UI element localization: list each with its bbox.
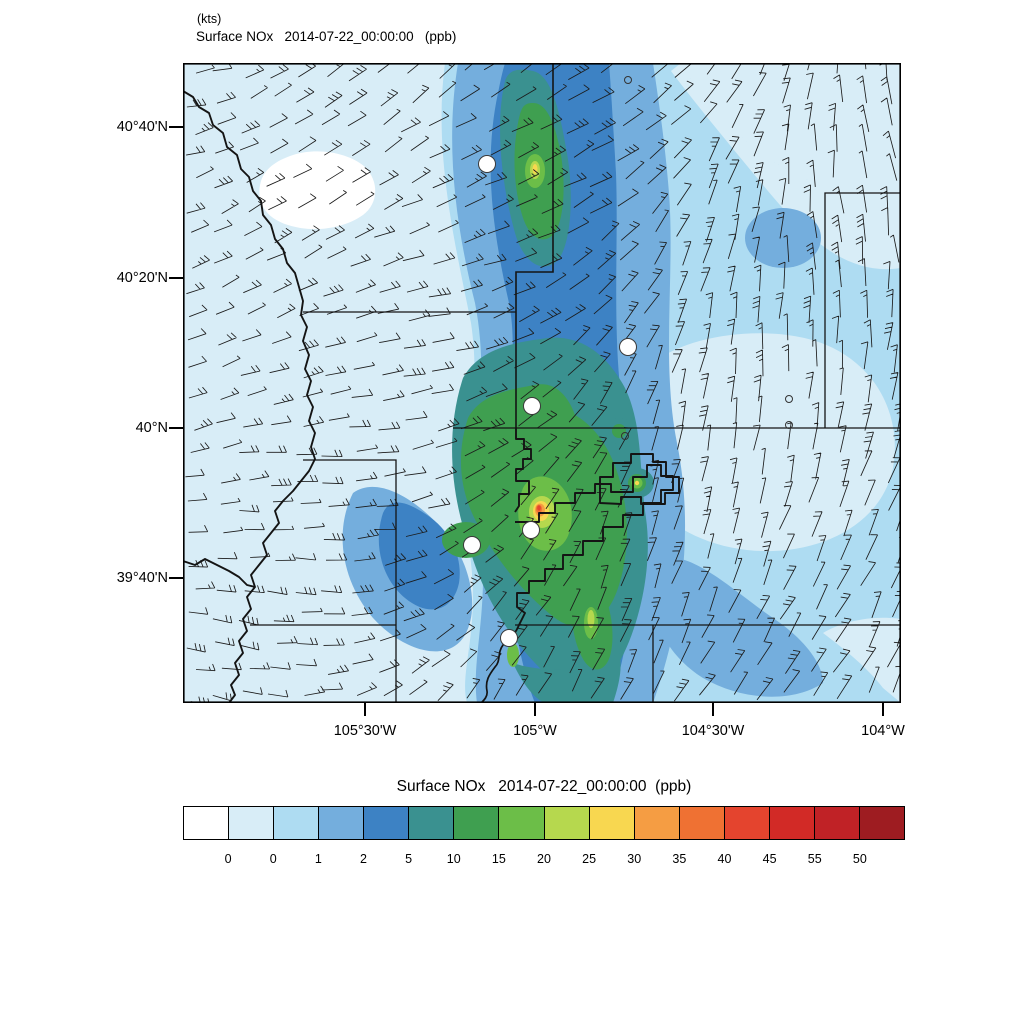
contour-green-east-spot2 <box>612 424 626 438</box>
county-line-western-wiggle <box>183 90 316 703</box>
x-axis-tick <box>882 703 884 716</box>
y-axis-tick <box>169 577 183 579</box>
station-marker <box>500 629 518 647</box>
colorbar-cell <box>184 807 229 839</box>
station-marker <box>463 536 481 554</box>
colorbar-tick-label: 55 <box>807 852 822 866</box>
plot-title: Surface NOx 2014-07-22_00:00:00 (ppb) <box>196 29 457 44</box>
hotspot-level12 <box>537 505 541 511</box>
x-axis-tick <box>712 703 714 716</box>
colorbar-tick-label: 5 <box>405 852 413 866</box>
contour-fill-layer <box>183 63 901 703</box>
colorbar-cell <box>363 807 409 839</box>
y-axis-tick <box>169 126 183 128</box>
colorbar-tick-label: 40 <box>717 852 732 866</box>
colorbar-tick-label: 1 <box>314 852 322 866</box>
wind-units-label: (kts) <box>197 12 222 26</box>
contour-pale-east <box>626 333 895 552</box>
y-axis-tick-label: 40°20'N <box>116 270 168 286</box>
calm-wind-circle <box>785 395 793 403</box>
colorbar-tick-label: 25 <box>582 852 597 866</box>
contour-level4-pocket <box>378 502 460 610</box>
wind-barbs <box>185 63 901 703</box>
colorbar-cell <box>633 807 679 839</box>
colorbar-title: Surface NOx 2014-07-22_00:00:00 (ppb) <box>396 778 692 795</box>
county-line-northeast-box <box>824 192 901 428</box>
colorbar-cell <box>453 807 499 839</box>
colorbar <box>183 806 905 840</box>
x-axis-tick-label: 105°30'W <box>333 723 397 739</box>
county-line-west-branch <box>183 558 256 588</box>
colorbar-tick-label: 15 <box>491 852 506 866</box>
contour-level3-southeast <box>650 557 823 697</box>
county-line-left-box <box>250 459 397 703</box>
y-axis-tick-label: 40°N <box>135 420 168 436</box>
y-axis-tick-label: 39°40'N <box>116 570 168 586</box>
colorbar-tick-label: 2 <box>360 852 367 866</box>
x-axis-tick-label: 104°W <box>861 723 905 739</box>
colorbar-labels: 0 0 1 2 5 10 15 20 25 30 35 40 45 55 50 <box>183 852 905 868</box>
county-line-vertical-north <box>515 63 554 428</box>
colorbar-tick-label: 45 <box>762 852 777 866</box>
south-streak-level8 <box>587 610 595 628</box>
contour-level3-northeast-patch <box>745 208 821 268</box>
calm-wind-circle <box>624 76 632 84</box>
x-axis-tick-label: 104°30'W <box>681 723 745 739</box>
colorbar-tick-label: 30 <box>627 852 642 866</box>
colorbar-cell <box>678 807 724 839</box>
station-marker <box>522 521 540 539</box>
colorbar-cell <box>408 807 454 839</box>
calm-wind-circle <box>785 421 793 429</box>
colorbar-cell <box>228 807 274 839</box>
colorbar-cell <box>318 807 364 839</box>
x-axis-tick-label: 105°W <box>513 723 557 739</box>
x-axis-tick <box>364 703 366 716</box>
colorbar-tick-label: 0 <box>269 852 277 866</box>
county-line-aurora-jagged <box>599 453 680 505</box>
contour-pale-southeast <box>823 617 901 703</box>
station-marker <box>478 155 496 173</box>
colorbar-tick-label: 50 <box>852 852 867 866</box>
station-markers-layer <box>463 76 793 647</box>
colorbar-cell <box>498 807 544 839</box>
colorbar-cell <box>273 807 319 839</box>
station-marker <box>523 397 541 415</box>
y-axis-tick <box>169 427 183 429</box>
colorbar-cell <box>813 807 859 839</box>
colorbar-cell <box>768 807 814 839</box>
colorbar-cell <box>588 807 634 839</box>
colorbar-cell <box>723 807 769 839</box>
colorbar-tick-label: 20 <box>537 852 551 866</box>
map-svg <box>183 63 901 703</box>
county-line-denver-jagged <box>514 428 674 626</box>
wind-barbs-layer <box>185 63 901 703</box>
county-line-south-horizontal <box>515 624 901 703</box>
contour-pale-northeast <box>671 63 901 270</box>
x-axis-tick <box>534 703 536 716</box>
contour-white-pocket <box>259 151 376 230</box>
map-frame-border <box>183 63 901 703</box>
colorbar-tick-label: 10 <box>446 852 461 866</box>
calm-wind-circle <box>621 432 629 440</box>
station-marker <box>619 338 637 356</box>
map-plot <box>183 63 901 703</box>
east-spot-level9 <box>634 480 640 486</box>
colorbar-tick-label: 35 <box>672 852 687 866</box>
colorbar-cell <box>543 807 589 839</box>
y-axis-tick <box>169 277 183 279</box>
colorbar-cell <box>858 807 904 839</box>
colorbar-tick-label: 0 <box>224 852 232 866</box>
y-axis-tick-label: 40°40'N <box>116 119 168 135</box>
